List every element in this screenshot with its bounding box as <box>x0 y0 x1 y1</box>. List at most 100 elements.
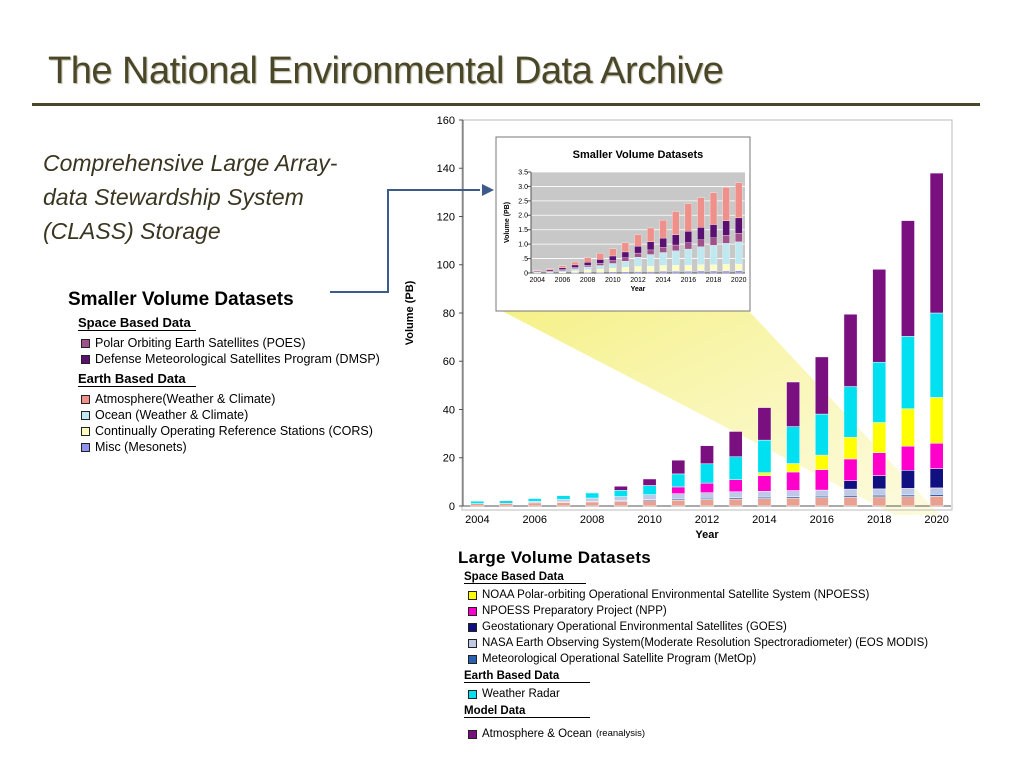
legend-item-label: Geostationary Operational Environmental … <box>482 621 787 633</box>
legend-item: NPOESS Preparatory Project (NPP) <box>458 603 928 619</box>
legend-item-label: Polar Orbiting Earth Satellites (POES) <box>95 336 306 350</box>
bar-segment <box>596 263 604 266</box>
bar-segment <box>684 265 692 272</box>
bar-segment <box>697 227 705 240</box>
bar-segment <box>697 197 705 228</box>
legend-item: Polar Orbiting Earth Satellites (POES) <box>68 335 380 351</box>
legend-item: Continually Operating Reference Stations… <box>68 423 380 439</box>
bar-segment <box>634 246 642 254</box>
legend-large-space-header: Space Based Data <box>464 571 586 584</box>
x-tick-label: 2018 <box>867 514 891 526</box>
callout-connector-line <box>330 189 480 293</box>
legend-item: NASA Earth Observing System(Moderate Res… <box>458 635 928 651</box>
bar-segment <box>901 336 915 410</box>
x-tick-label: 2010 <box>605 277 621 284</box>
bar-segment <box>659 271 667 274</box>
bar-segment <box>621 267 630 272</box>
bar-segment <box>872 488 887 496</box>
bar-segment <box>843 436 858 460</box>
bar-segment <box>609 255 617 261</box>
bar-segment <box>697 264 705 272</box>
y-tick-label: 40 <box>443 404 455 416</box>
bar-segment <box>872 494 887 498</box>
bar-segment <box>728 456 743 480</box>
bar-segment <box>609 271 617 274</box>
bar-segment <box>757 491 772 498</box>
bar-segment <box>929 312 944 398</box>
bar-segment <box>614 501 628 507</box>
bar-segment <box>470 500 485 504</box>
bar-segment <box>684 203 692 232</box>
legend-item-label: NASA Earth Observing System(Moderate Res… <box>482 637 929 649</box>
bar-segment <box>843 496 858 507</box>
x-axis-label: Year <box>631 286 646 293</box>
legend-item-model: Atmosphere & Ocean (reanalysis) <box>458 726 928 742</box>
bar-segment <box>642 485 657 495</box>
bar-segment <box>584 262 592 266</box>
bar-segment <box>735 270 743 274</box>
legend-swatch <box>81 394 90 404</box>
bar-segment <box>843 488 858 496</box>
bar-segment <box>596 253 604 260</box>
bar-segment <box>527 502 542 507</box>
bar-segment <box>596 259 604 264</box>
legend-item-label: Atmosphere(Weather & Climate) <box>95 392 276 406</box>
x-tick-label: 2008 <box>580 277 596 284</box>
legend-item-label: Misc (Mesonets) <box>95 440 187 454</box>
bar-segment <box>672 211 680 235</box>
x-tick-label: 2012 <box>695 514 719 526</box>
legend-item-label: Meteorological Operational Satellite Pro… <box>482 653 757 665</box>
bar-segment <box>609 263 617 269</box>
bar-segment <box>642 494 657 500</box>
bar-segment <box>700 445 714 465</box>
y-tick-label: 80 <box>443 308 455 320</box>
bar-segment <box>786 426 800 464</box>
bar-segment <box>929 487 944 495</box>
bar-segment <box>929 443 944 469</box>
y-tick-label: 0 <box>524 270 528 277</box>
bar-segment <box>558 267 567 270</box>
bar-segment <box>571 270 579 273</box>
inset-chart: 0 .5 1.0 1.5 2.0 2.5 3.0 3.5 2004 2006 2008 2010 201… <box>495 136 751 312</box>
bar-segment <box>757 475 772 492</box>
x-tick-label: 2010 <box>637 514 661 526</box>
bar-segment <box>533 269 541 271</box>
bar-segment <box>614 490 628 497</box>
legend-swatch <box>81 354 90 364</box>
y-tick-label: .5 <box>522 256 528 263</box>
bar-segment <box>634 271 642 274</box>
bar-segment <box>929 172 944 314</box>
legend-swatch <box>468 638 477 648</box>
legend-item-label: Weather Radar <box>482 688 560 700</box>
callout-arrow-head <box>482 184 494 196</box>
bar-segment <box>646 271 655 274</box>
bar-segment <box>556 495 571 500</box>
bar-segment <box>757 472 772 476</box>
bar-segment <box>571 264 579 268</box>
bar-segment <box>872 422 887 453</box>
bar-segment <box>843 386 858 438</box>
zoom-highlight-beam <box>500 310 940 515</box>
bar-segment <box>659 220 667 239</box>
bar-segment <box>728 491 743 498</box>
legend-large-volume: Large Volume Datasets Space Based Data N… <box>458 548 928 742</box>
legend-item: Ocean (Weather & Climate) <box>68 407 380 423</box>
bar-segment <box>621 257 630 262</box>
bar-segment <box>901 408 915 447</box>
legend-item-label: Continually Operating Reference Stations… <box>95 424 373 438</box>
bar-segment <box>634 266 642 272</box>
bar-segment <box>735 263 743 271</box>
bar-segment <box>634 252 642 258</box>
y-axis-label: Volume (PB) <box>404 280 416 345</box>
bar-segment <box>709 237 718 246</box>
bar-segment <box>722 270 730 274</box>
bar-segment <box>728 431 743 458</box>
y-tick-label: 20 <box>443 453 455 465</box>
legend-item-suffix: (reanalysis) <box>595 728 646 739</box>
legend-item: Geostationary Operational Environmental … <box>458 619 928 635</box>
bar-segment <box>814 469 829 491</box>
legend-item-label: NOAA Polar-orbiting Operational Environm… <box>482 589 870 601</box>
y-tick-label: 120 <box>437 211 455 223</box>
bar-segment <box>646 227 655 242</box>
bar-segment <box>609 267 617 272</box>
